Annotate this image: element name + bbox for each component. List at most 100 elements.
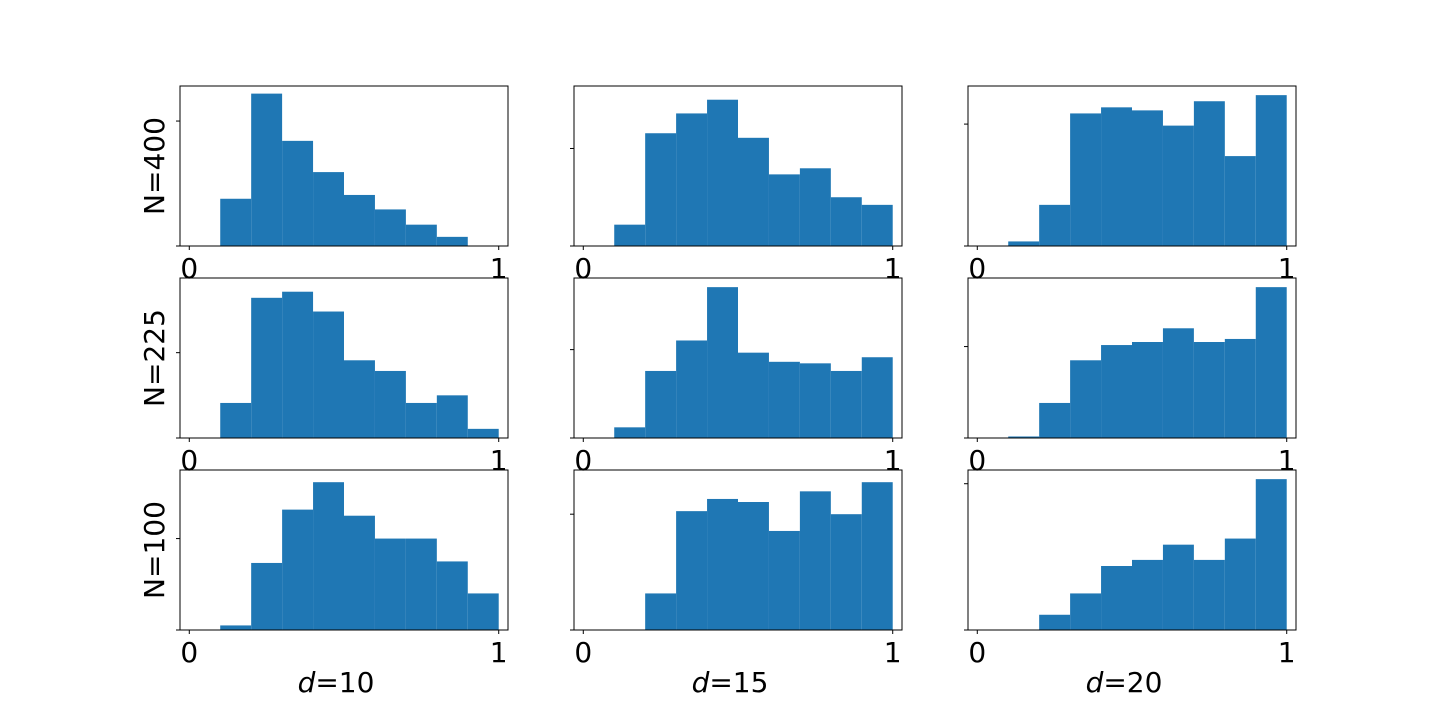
panel-frame-r0-c1 <box>573 85 903 247</box>
xtick-label-r2-c2-1: 1 <box>1278 636 1296 669</box>
bar-r2-c2-bin2 <box>1039 614 1071 630</box>
bar-r0-c1-bin2 <box>645 133 677 246</box>
bar-r2-c1-bin5 <box>738 502 769 630</box>
bar-r0-c1-bin3 <box>676 113 708 246</box>
panel-frame-r2-c1 <box>573 469 903 631</box>
bar-r2-c0-bin6 <box>374 538 406 630</box>
bar-r2-c0-bin2 <box>251 562 283 630</box>
bar-r2-c1-bin6 <box>768 530 800 630</box>
panel-frame-r0-c0 <box>179 85 509 247</box>
bar-r2-c1-bin3 <box>676 511 708 630</box>
bar-r0-c1-bin8 <box>830 197 862 246</box>
col-label-var-0: d <box>298 666 316 699</box>
bar-r0-c1-bin9 <box>861 204 893 246</box>
bar-r0-c2-bin9 <box>1255 95 1287 247</box>
bar-r1-c2-bin4 <box>1101 345 1132 438</box>
bar-r1-c2-bin6 <box>1162 328 1194 438</box>
xtick-label-r0-c2-0: 0 <box>968 252 986 285</box>
xtick-label-r2-c1-0: 0 <box>574 636 592 669</box>
bar-r2-c2-bin7 <box>1193 559 1225 630</box>
row-label-0: N=400 <box>138 117 171 215</box>
bar-r1-c0-bin8 <box>436 395 468 438</box>
row-label-2: N=100 <box>138 501 171 599</box>
xtick-label-r2-c1-1: 1 <box>884 636 902 669</box>
bar-r2-c2-bin3 <box>1070 593 1102 630</box>
bar-r2-c1-bin4 <box>707 498 738 630</box>
bar-r0-c2-bin1 <box>1008 241 1040 246</box>
bar-r0-c1-bin5 <box>738 137 769 246</box>
bar-r1-c1-bin8 <box>830 370 862 438</box>
bar-r0-c1-bin1 <box>614 224 646 246</box>
bar-r2-c0-bin4 <box>313 482 344 630</box>
bar-r1-c1-bin3 <box>676 340 708 438</box>
panels-group: 0 1 0 1 0 10 1 0 1 0 10 1 0 1 0 1 <box>176 85 1297 669</box>
bar-r2-c2-bin5 <box>1132 559 1163 630</box>
bar-r2-c0-bin5 <box>344 515 375 630</box>
col-label-suffix-0: =10 <box>315 666 374 699</box>
xtick-label-r1-c1-0: 0 <box>574 444 592 477</box>
bar-r2-c1-bin7 <box>799 491 831 630</box>
xtick-label-r0-c0-1: 1 <box>490 252 508 285</box>
bar-r0-c2-bin3 <box>1070 113 1102 246</box>
bar-r1-c0-bin9 <box>467 428 499 438</box>
bar-r2-c1-bin2 <box>645 593 677 630</box>
bar-r1-c2-bin2 <box>1039 402 1071 438</box>
bar-r1-c0-bin6 <box>374 370 406 438</box>
bar-r2-c1-bin8 <box>830 514 862 630</box>
bar-r2-c0-bin7 <box>405 538 437 630</box>
bar-r2-c0-bin9 <box>467 593 499 630</box>
bar-r1-c0-bin2 <box>251 297 283 438</box>
bar-r0-c0-bin4 <box>313 172 344 246</box>
col-label-1: d=15 <box>692 666 769 699</box>
panel-frame-r2-c0 <box>179 469 509 631</box>
col-label-var-2: d <box>1086 666 1104 699</box>
bar-r2-c2-bin6 <box>1162 544 1194 630</box>
bar-r1-c2-bin9 <box>1255 287 1287 438</box>
xtick-label-r0-c1-0: 0 <box>574 252 592 285</box>
col-label-0: d=10 <box>298 666 375 699</box>
bar-r0-c2-bin2 <box>1039 204 1071 246</box>
xtick-label-r1-c0-1: 1 <box>490 444 508 477</box>
bar-r0-c2-bin8 <box>1224 156 1256 246</box>
bar-r0-c0-bin3 <box>282 140 314 246</box>
bar-r0-c0-bin6 <box>374 209 406 246</box>
row-label-1: N=225 <box>138 309 171 407</box>
bar-r2-c2-bin9 <box>1255 479 1287 630</box>
bar-r1-c1-bin9 <box>861 357 893 438</box>
panel-frame-r0-c2 <box>967 85 1297 247</box>
bar-r0-c0-bin2 <box>251 93 283 246</box>
xtick-label-r0-c1-1: 1 <box>884 252 902 285</box>
xtick-label-r1-c0-0: 0 <box>180 444 198 477</box>
bar-r0-c2-bin4 <box>1101 107 1132 246</box>
xtick-label-r2-c2-0: 0 <box>968 636 986 669</box>
bar-r2-c2-bin8 <box>1224 538 1256 630</box>
bar-r0-c0-bin7 <box>405 224 437 246</box>
bar-r0-c1-bin4 <box>707 99 738 246</box>
col-label-suffix-1: =15 <box>709 666 768 699</box>
bar-r2-c0-bin1 <box>220 625 252 630</box>
bar-r1-c0-bin1 <box>220 402 252 438</box>
bar-r0-c0-bin5 <box>344 194 375 246</box>
bar-r2-c0-bin3 <box>282 509 314 630</box>
bar-r1-c1-bin2 <box>645 370 677 438</box>
bar-r1-c1-bin6 <box>768 361 800 438</box>
xtick-label-r1-c2-0: 0 <box>968 444 986 477</box>
bar-r0-c2-bin6 <box>1162 125 1194 246</box>
panel-frame-r1-c0 <box>179 277 509 439</box>
bar-r0-c1-bin6 <box>768 174 800 246</box>
bar-r1-c1-bin5 <box>738 352 769 438</box>
bar-r1-c2-bin8 <box>1224 338 1256 438</box>
xtick-label-r1-c2-1: 1 <box>1278 444 1296 477</box>
xtick-label-r2-c0-1: 1 <box>490 636 508 669</box>
